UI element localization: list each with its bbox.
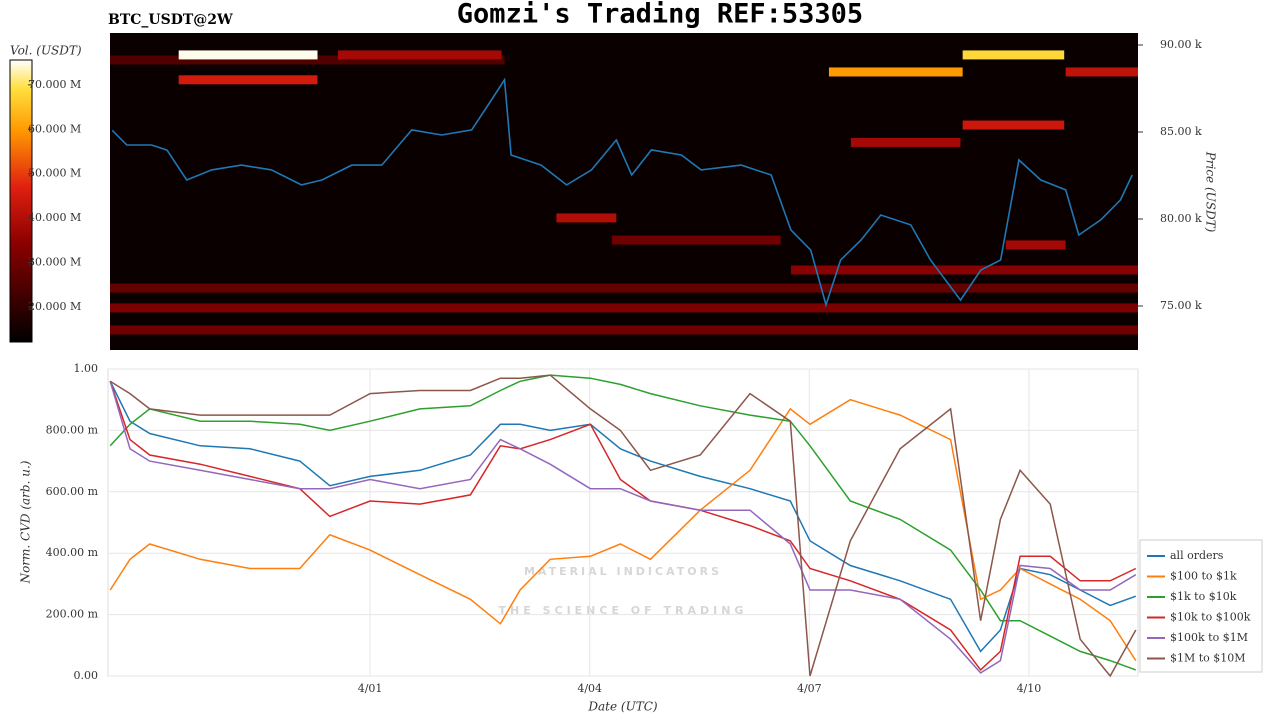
- legend-label: $1k to $10k: [1170, 590, 1237, 603]
- y-axis-label: Norm. CVD (arb. u.): [19, 460, 33, 584]
- heat-cell: [178, 75, 318, 85]
- cvd-line: [109, 374, 1137, 678]
- heat-cell: [850, 137, 961, 147]
- colorbar-tick-label: 50.000 M: [28, 167, 81, 180]
- x-tick-label: 4/07: [797, 682, 822, 695]
- y-tick-label: 600.00 m: [46, 485, 99, 498]
- legend-label: $100k to $1M: [1170, 631, 1248, 644]
- heat-cell: [337, 50, 502, 60]
- heat-cell: [110, 325, 1138, 335]
- y-tick-label: 800.00 m: [46, 423, 99, 436]
- symbol-label: BTC_USDT@2W: [108, 12, 233, 28]
- chart-title: Gomzi's Trading REF:53305: [457, 0, 863, 30]
- heat-cell: [962, 120, 1065, 130]
- cvd-line: [109, 381, 1137, 674]
- heat-cell: [1065, 67, 1138, 77]
- price-line: [111, 77, 1133, 308]
- y-tick-label: 85.00 k: [1160, 125, 1202, 138]
- legend-label: all orders: [1170, 549, 1224, 562]
- heat-cell: [962, 50, 1065, 60]
- colorbar-tick-label: 20.000 M: [28, 300, 81, 313]
- y-tick-label: 1.00: [74, 362, 99, 375]
- heatmap-background: [110, 33, 1138, 350]
- colorbar-tick-label: 40.000 M: [28, 211, 81, 224]
- colorbar-tick-label: 60.000 M: [28, 122, 81, 135]
- cvd-line: [109, 381, 1137, 672]
- colorbar: [9, 59, 33, 343]
- legend: [1139, 539, 1263, 673]
- x-tick-label: 4/04: [577, 682, 602, 695]
- heat-cell: [110, 303, 1138, 313]
- heat-cell: [790, 265, 1138, 275]
- colorbar-label: Vol. (USDT): [10, 44, 82, 58]
- y-tick-label: 0.00: [74, 669, 99, 682]
- legend-label: $10k to $100k: [1170, 611, 1251, 624]
- y-tick-label: 400.00 m: [46, 546, 99, 559]
- y-axis-label: Price (USDT): [1204, 151, 1218, 233]
- heat-cell: [556, 213, 617, 223]
- cvd-line: [109, 380, 1137, 653]
- y-tick-label: 200.00 m: [46, 608, 99, 621]
- heat-cell: [178, 50, 318, 60]
- watermark: MATERIAL INDICATORS: [524, 565, 722, 578]
- colorbar-tick-label: 30.000 M: [28, 256, 81, 269]
- y-tick-label: 75.00 k: [1160, 299, 1202, 312]
- y-tick-label: 90.00 k: [1160, 38, 1202, 51]
- x-axis-label: Date (UTC): [587, 700, 657, 714]
- heat-cell: [110, 55, 505, 65]
- legend-label: $1M to $10M: [1170, 652, 1246, 665]
- legend-label: $100 to $1k: [1170, 570, 1237, 583]
- heat-cell: [611, 235, 781, 245]
- heat-cell: [110, 283, 1138, 293]
- x-tick-label: 4/10: [1017, 682, 1042, 695]
- heat-cell: [1005, 240, 1066, 250]
- cvd-line: [109, 374, 1137, 671]
- y-tick-label: 80.00 k: [1160, 212, 1202, 225]
- x-tick-label: 4/01: [358, 682, 383, 695]
- cvd-line: [109, 398, 1137, 662]
- colorbar-tick-label: 70.000 M: [28, 78, 81, 91]
- heat-cell: [828, 67, 963, 77]
- watermark: THE SCIENCE OF TRADING: [499, 604, 748, 617]
